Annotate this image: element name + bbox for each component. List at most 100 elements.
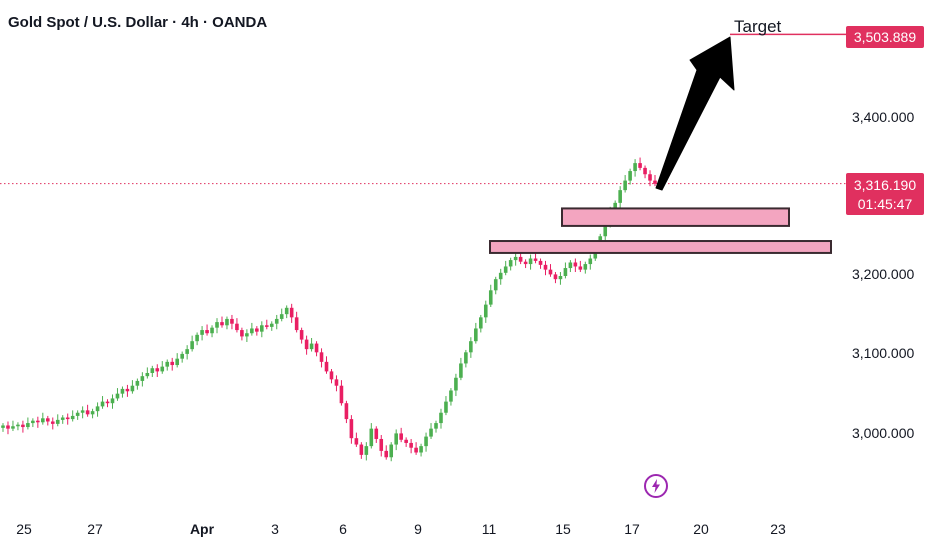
candle-body <box>289 307 294 318</box>
candles-group <box>1 157 657 462</box>
candle-body <box>85 410 90 415</box>
candle-body <box>36 420 40 423</box>
candle-body <box>538 260 543 265</box>
x-tick-label: 23 <box>770 521 786 537</box>
candle-body <box>419 446 423 453</box>
candle-body <box>573 262 578 267</box>
candle-body <box>648 174 652 181</box>
candle-body <box>115 393 120 399</box>
candle-body <box>454 377 458 391</box>
candle-body <box>294 317 299 331</box>
candle-body <box>414 447 418 453</box>
candle-body <box>518 256 523 262</box>
candle-body <box>284 307 289 315</box>
candle-body <box>444 401 448 413</box>
x-tick-label: 27 <box>87 521 103 537</box>
candle-body <box>354 438 359 445</box>
candle-body <box>41 418 45 423</box>
target-label: Target <box>734 17 782 36</box>
x-tick-label: 3 <box>271 521 279 537</box>
candle-body <box>165 361 170 367</box>
candle-body <box>643 167 647 175</box>
x-tick-label: 15 <box>555 521 571 537</box>
x-tick-label: 17 <box>624 521 640 537</box>
candle-body <box>439 412 443 424</box>
candle-body <box>379 438 384 451</box>
candle-body <box>394 433 398 445</box>
x-tick-label: 20 <box>693 521 709 537</box>
target-arrow <box>655 36 735 191</box>
current-price-tag: 3,316.190 01:45:47 <box>846 173 924 215</box>
flash-glyph <box>652 479 660 493</box>
candle-body <box>269 323 274 327</box>
candle-body <box>459 363 463 378</box>
candle-body <box>389 444 394 458</box>
candle-body <box>264 325 269 327</box>
candle-body <box>80 410 85 413</box>
lower-demand-zone <box>489 240 832 254</box>
candle-body <box>329 371 334 380</box>
candle-body <box>429 428 433 437</box>
candle-body <box>474 328 478 342</box>
candle-body <box>105 401 110 404</box>
candle-body <box>195 334 199 342</box>
candle-body <box>240 330 244 337</box>
candle-body <box>260 325 264 332</box>
x-tick-label: 25 <box>16 521 32 537</box>
candle-body <box>563 268 568 276</box>
candle-body <box>578 266 583 270</box>
candle-body <box>274 318 279 324</box>
target-arrow-group <box>655 36 735 191</box>
candle-body <box>508 260 513 267</box>
candle-body <box>11 426 15 429</box>
candle-body <box>638 163 642 168</box>
candle-body <box>334 379 339 386</box>
candle-body <box>45 418 50 422</box>
candle-body <box>483 304 488 318</box>
candle-body <box>175 358 179 366</box>
candle-body <box>623 180 627 191</box>
candle-body <box>1 425 5 428</box>
zones-group <box>489 207 832 254</box>
candle-body <box>70 415 75 420</box>
candle-body <box>399 433 403 440</box>
candle-body <box>409 442 413 448</box>
candle-body <box>548 269 553 275</box>
candle-body <box>125 388 130 392</box>
candle-body <box>16 424 20 427</box>
candle-body <box>185 349 189 354</box>
upper-demand-zone <box>561 207 790 227</box>
x-tick-label: Apr <box>189 521 215 537</box>
candle-body <box>60 417 65 420</box>
candle-body <box>628 171 632 181</box>
candle-body <box>424 436 428 447</box>
x-tick-label: 11 <box>481 521 497 537</box>
candle-body <box>319 352 324 362</box>
candle-body <box>533 258 538 261</box>
candle-body <box>568 262 573 269</box>
candle-body <box>135 380 140 386</box>
candle-body <box>553 274 558 280</box>
candle-body <box>220 322 224 326</box>
candle-body <box>618 190 622 203</box>
candle-body <box>255 328 259 332</box>
candle-body <box>200 330 204 335</box>
candle-body <box>384 450 389 458</box>
candle-body <box>404 439 408 443</box>
candle-body <box>145 372 150 377</box>
flash-icon[interactable] <box>644 474 668 498</box>
candle-body <box>523 261 528 265</box>
candle-body <box>230 318 234 324</box>
candle-body <box>279 314 284 319</box>
candle-body <box>75 412 80 416</box>
current-price-value: 3,316.190 <box>853 177 917 193</box>
candle-body <box>309 343 314 350</box>
y-tick-label: 3,000.000 <box>852 425 915 441</box>
candle-body <box>603 225 608 237</box>
x-tick-label: 6 <box>339 521 347 537</box>
candle-body <box>359 444 364 455</box>
candle-body <box>160 366 165 372</box>
candle-body <box>100 401 105 407</box>
candle-body <box>513 256 518 261</box>
